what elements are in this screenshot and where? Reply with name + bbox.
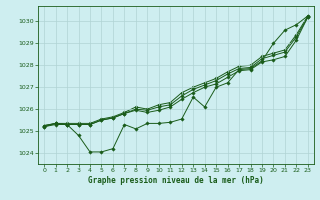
- X-axis label: Graphe pression niveau de la mer (hPa): Graphe pression niveau de la mer (hPa): [88, 176, 264, 185]
